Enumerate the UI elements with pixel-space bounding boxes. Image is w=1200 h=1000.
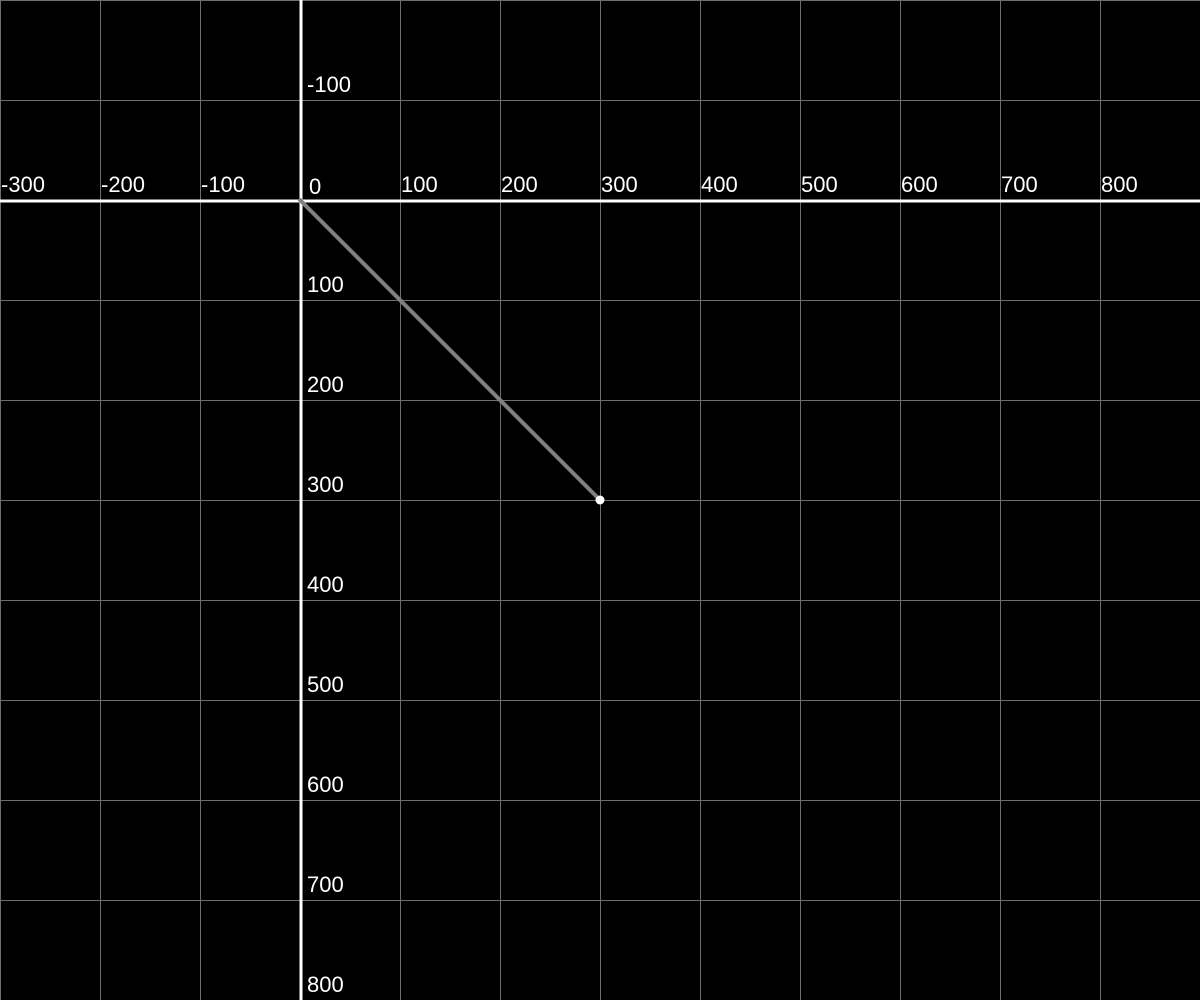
y-tick-label: 300 (307, 472, 344, 497)
x-tick-label: 500 (801, 172, 838, 197)
y-tick-label: 500 (307, 672, 344, 697)
x-tick-label: 400 (701, 172, 738, 197)
x-tick-label: 800 (1101, 172, 1138, 197)
tick-labels: 0 -300 -200 -100 100 200 300 400 500 600 700 800 -1… (1, 72, 1138, 997)
x-tick-label: -300 (1, 172, 45, 197)
y-tick-label: 100 (307, 272, 344, 297)
x-tick-label: 300 (601, 172, 638, 197)
line-segment (298, 198, 602, 502)
x-tick-label: 200 (501, 172, 538, 197)
y-tick-label: -100 (307, 72, 351, 97)
x-tick-label: -100 (201, 172, 245, 197)
x-tick-label: 600 (901, 172, 938, 197)
origin-label: 0 (309, 174, 321, 199)
x-tick-label: 700 (1001, 172, 1038, 197)
y-tick-label: 800 (307, 972, 344, 997)
endpoint-marker (595, 495, 605, 505)
y-tick-label: 200 (307, 372, 344, 397)
y-tick-label: 400 (307, 572, 344, 597)
x-tick-label: -200 (101, 172, 145, 197)
x-tick-label: 100 (401, 172, 438, 197)
data-series (298, 198, 605, 505)
y-tick-label: 600 (307, 772, 344, 797)
y-tick-label: 700 (307, 872, 344, 897)
